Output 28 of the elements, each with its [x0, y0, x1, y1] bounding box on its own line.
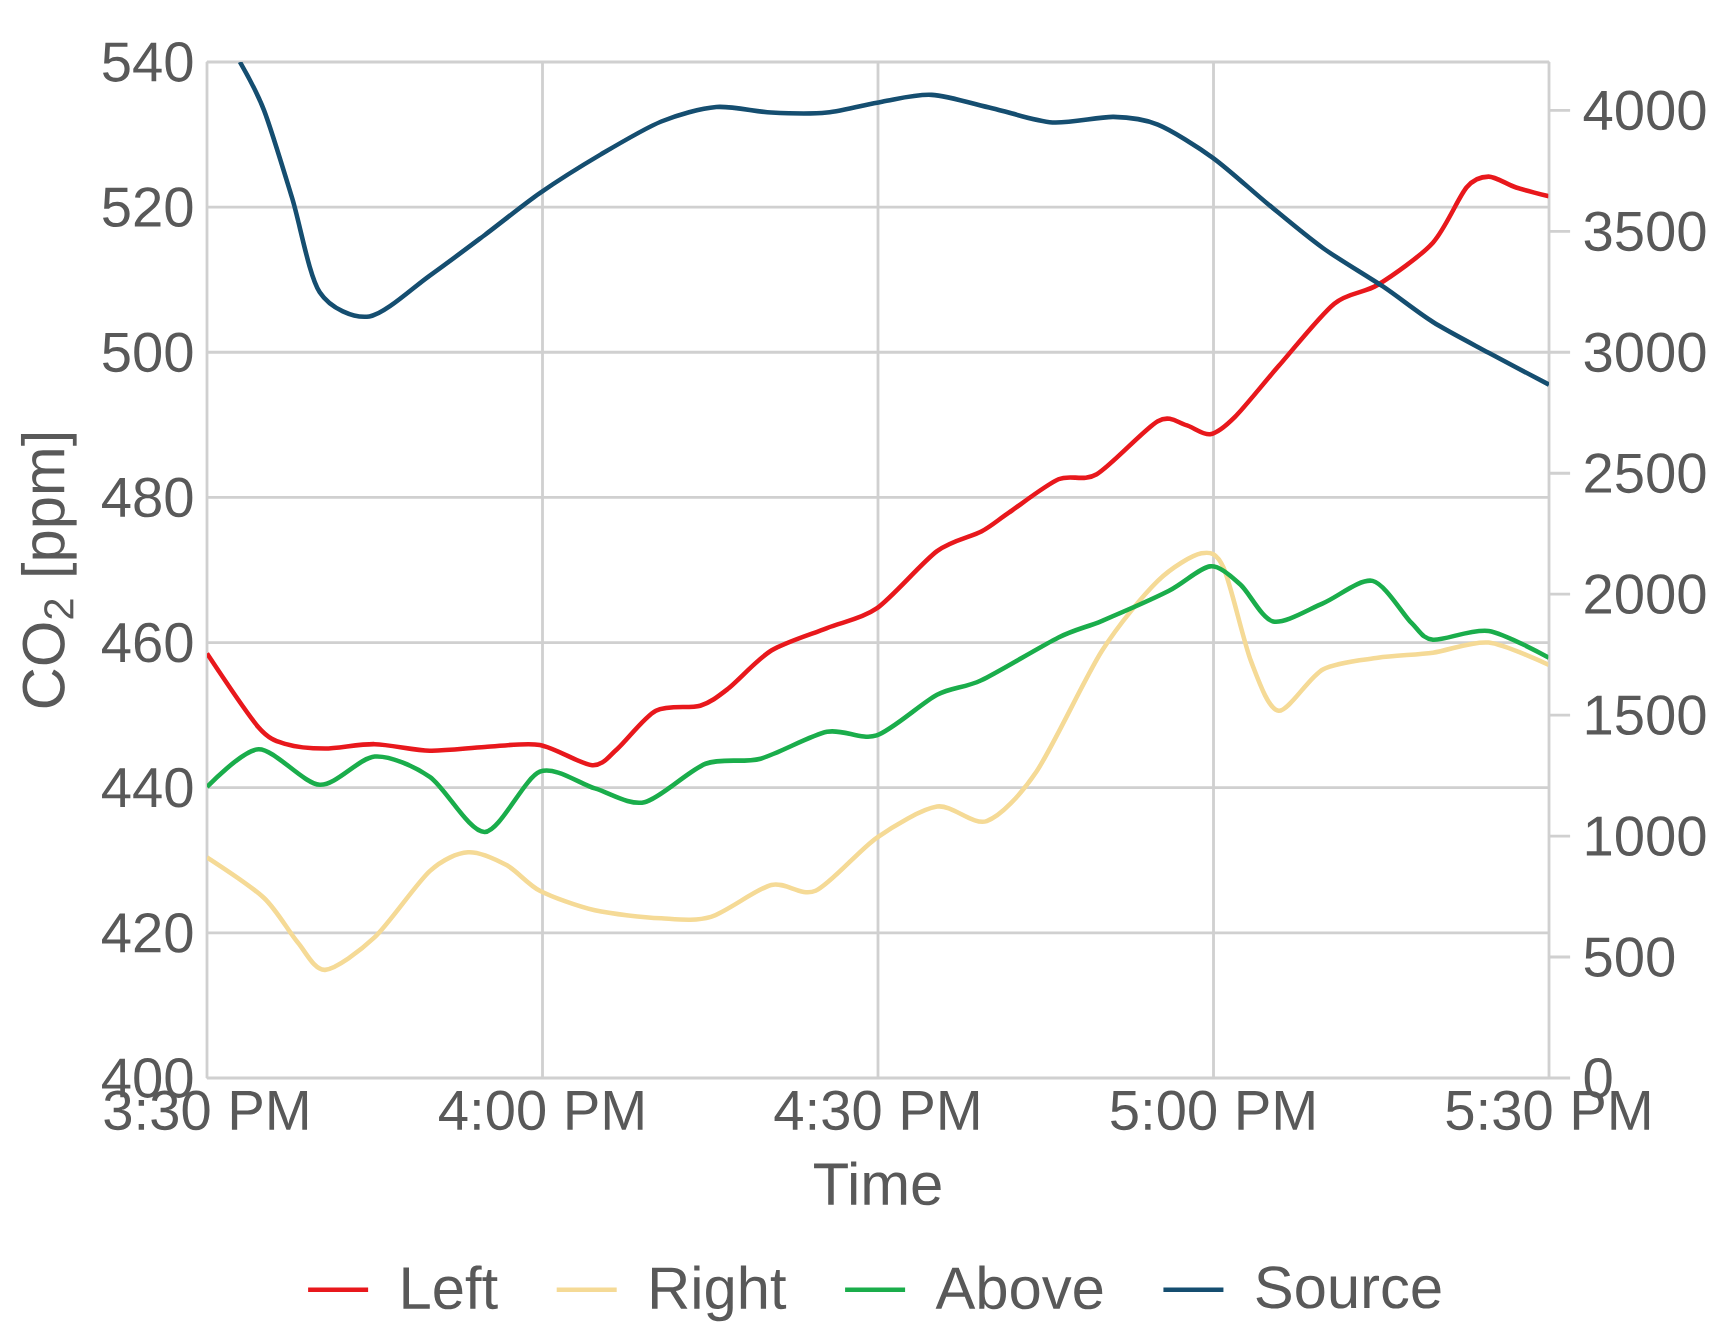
y2-tick-label: 1500: [1586, 695, 1706, 736]
line-series: [237, 61, 1550, 387]
y2-tick-label: 500: [1584, 937, 1675, 977]
y-tick-label: 440: [102, 767, 193, 808]
y2-tick-label: 1000: [1586, 816, 1706, 856]
y-tick-label: 460: [102, 622, 193, 663]
y-tick-label: 500: [103, 332, 193, 373]
legend-label: Left: [403, 1265, 498, 1310]
legend-label: Above: [935, 1265, 1103, 1310]
y2-tick-label: 2000: [1585, 574, 1706, 615]
x-tick-label: 4:30 PM: [774, 1090, 979, 1131]
y-tick-label: 420: [102, 912, 193, 953]
y2-tick-label: 3000: [1584, 332, 1706, 373]
y-tick-label: 480: [102, 477, 193, 518]
y2-tick-label: 3500: [1584, 211, 1706, 252]
x-tick-label: 5:00 PM: [1111, 1090, 1314, 1131]
y2-tick-label: 4000: [1583, 90, 1706, 131]
legend-label: Right: [652, 1265, 787, 1322]
y-tick-label: 520: [103, 187, 193, 228]
line-series: [207, 564, 1550, 835]
legend-label: Source: [1256, 1266, 1441, 1309]
y2-tick-label: 2500: [1585, 453, 1706, 494]
x-axis-title: Time: [814, 1161, 941, 1206]
x-tick-label: 4:00 PM: [439, 1090, 643, 1131]
line-series: [207, 174, 1550, 768]
line-series: [207, 551, 1550, 973]
y-tick-label: 540: [103, 42, 193, 82]
y-axis-title: CO$_{2}$ [ppm]: [20, 433, 77, 708]
